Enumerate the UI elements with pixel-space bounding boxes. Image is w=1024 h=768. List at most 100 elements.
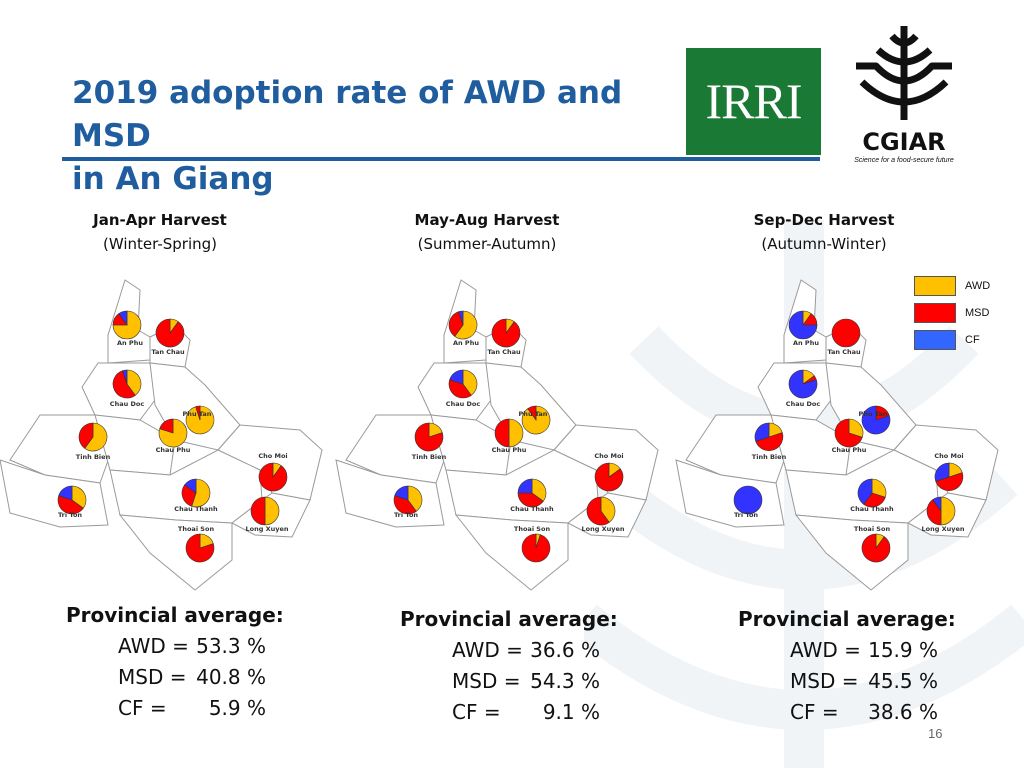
district-label: An Phu [117, 339, 143, 347]
district-label: Phu Tan [183, 410, 212, 418]
pie-slice-awd [508, 418, 524, 448]
district-label: Long Xuyen [581, 525, 624, 533]
district-label: Tan Chau [827, 348, 861, 356]
district-label: Tri Ton [394, 511, 418, 519]
season-subtitle: (Winter-Spring) [102, 235, 218, 253]
district-label: Tri Ton [58, 511, 82, 519]
season-name: May-Aug Harvest [414, 211, 560, 229]
pie-slice-msd [863, 492, 886, 508]
pie-slice-msd [527, 405, 537, 421]
average-label: AWD = [118, 634, 189, 658]
pie-chart-chau-doc [112, 369, 142, 399]
average-value: 54.3 % [530, 669, 600, 693]
pie-slice-msd [112, 370, 136, 399]
season-header-1: Jan-Apr Harvest (Winter-Spring) [60, 208, 260, 256]
pie-chart-an-phu [448, 310, 478, 340]
pie-slice-msd [935, 472, 964, 491]
district-thoai-son [454, 514, 569, 591]
pie-slice-msd [159, 418, 174, 434]
pie-slice-msd [181, 484, 197, 507]
district-map-jan-apr: An Phu Tan Chau Chau Doc Phu Tan Tinh Bien Ch… [0, 279, 323, 591]
district-label: An Phu [453, 339, 479, 347]
average-value: 40.8 % [196, 665, 266, 689]
district-label: Cho Moi [258, 452, 287, 460]
pie-chart-tan-chau [155, 318, 185, 348]
pie-slice-msd [78, 422, 94, 449]
district-label: Chau Doc [446, 400, 481, 408]
pie-chart-tinh-bien [414, 422, 444, 452]
district-label: Tan Chau [487, 348, 521, 356]
pie-chart-tinh-bien [754, 422, 784, 451]
average-label: CF = [118, 696, 167, 720]
average-heading: Provincial average: [66, 603, 284, 627]
season-name: Sep-Dec Harvest [753, 211, 895, 229]
pie-slice-awd [600, 496, 616, 523]
pie-chart-long-xuyen [586, 496, 616, 526]
pie-chart-tan-chau [491, 318, 521, 348]
pie-chart-tri-ton [733, 485, 763, 515]
season-name: Jan-Apr Harvest [93, 211, 227, 229]
pie-slice-cf [733, 485, 763, 515]
season-subtitle: (Summer-Autumn) [417, 235, 557, 253]
district-chau-phu [770, 414, 852, 476]
pie-slice-msd [448, 379, 472, 399]
pie-slice-msd [491, 318, 521, 348]
pie-chart-an-phu [788, 310, 818, 340]
pie-chart-thoai-son [521, 533, 551, 563]
pie-slice-msd [831, 318, 861, 348]
legend-swatch-msd [914, 303, 956, 323]
average-label: MSD = [452, 669, 521, 693]
pie-chart-thoai-son [861, 533, 891, 563]
pie-slice-cf [517, 478, 533, 494]
average-value: 5.9 % [208, 696, 266, 720]
district-label: Chau Doc [786, 400, 821, 408]
district-label: Tri Ton [734, 511, 758, 519]
legend-swatch-cf [914, 330, 956, 350]
district-label: Tan Chau [151, 348, 185, 356]
pie-slice-msd [414, 422, 444, 452]
pie-slice-msd [521, 533, 551, 563]
slide-title-line-2: in An Giang [72, 161, 274, 197]
pie-slice-msd [195, 405, 201, 421]
pie-slice-cf [458, 310, 464, 326]
pie-slice-msd [57, 495, 84, 515]
pie-chart-chau-phu [158, 418, 188, 448]
legend-item-awd: AWD [914, 276, 1014, 298]
slide-title-line-1: 2019 adoption rate of AWD and MSD [72, 75, 623, 154]
pie-slice-msd [155, 318, 185, 348]
average-label: MSD = [118, 665, 187, 689]
pie-slice-msd [834, 418, 863, 448]
average-value: 36.6 % [530, 638, 600, 662]
pie-chart-tinh-bien [78, 422, 108, 452]
average-label: CF = [452, 700, 501, 724]
legend-label: MSD [965, 307, 990, 319]
district-map-sep-dec: An Phu Tan Chau Chau Doc Phu Tan Tinh Bien Ch… [675, 279, 999, 591]
pie-chart-cho-moi [594, 462, 624, 492]
legend-item-msd: MSD [914, 303, 1014, 325]
district-thoai-son [794, 514, 909, 591]
district-label: An Phu [793, 339, 819, 347]
average-value: 45.5 % [868, 669, 938, 693]
district-label: Tinh Bien [76, 453, 111, 461]
pie-slice-cf [857, 478, 873, 505]
pie-slice-msd [494, 418, 510, 448]
slide-title: 2019 adoption rate of AWD and MSD in An … [72, 72, 692, 201]
pie-chart-cho-moi [934, 462, 964, 491]
pie-chart-phu-tan [861, 405, 891, 435]
pie-chart-chau-phu [834, 418, 864, 448]
pie-slice-cf [861, 405, 891, 435]
district-label: Tinh Bien [752, 453, 787, 461]
pie-chart-chau-doc [448, 369, 478, 399]
pie-slice-cf [58, 485, 73, 501]
pie-chart-tri-ton [393, 485, 423, 515]
legend: AWD MSD CF [914, 276, 1014, 354]
pie-slice-msd [861, 533, 891, 563]
district-label: Thoai Son [514, 525, 551, 533]
district-label: Chau Phu [156, 446, 191, 454]
average-label: MSD = [790, 669, 859, 693]
pie-slice-msd [393, 495, 417, 515]
pie-slice-awd [112, 310, 142, 340]
pie-slice-cf [932, 496, 942, 512]
pie-slice-cf [118, 310, 128, 326]
district-chau-phu [94, 414, 176, 476]
